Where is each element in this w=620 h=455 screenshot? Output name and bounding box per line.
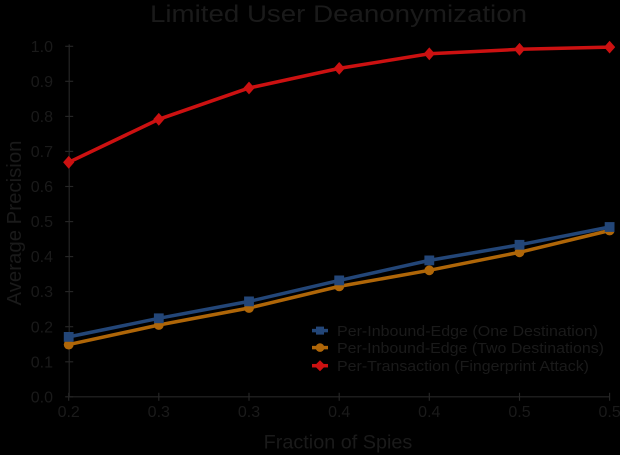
svg-text:1.0: 1.0	[31, 39, 53, 56]
svg-text:0.7: 0.7	[31, 144, 53, 161]
svg-text:0.2: 0.2	[58, 404, 80, 421]
svg-text:Limited User Deanonymization: Limited User Deanonymization	[150, 1, 527, 28]
svg-text:Per-Transaction (Fingerprint A: Per-Transaction (Fingerprint Attack)	[337, 358, 589, 375]
svg-text:0.3: 0.3	[148, 404, 170, 421]
svg-text:0.5: 0.5	[598, 404, 620, 421]
svg-text:0.3: 0.3	[31, 284, 53, 301]
svg-text:0.0: 0.0	[31, 389, 53, 406]
svg-text:0.4: 0.4	[328, 404, 350, 421]
svg-text:Per-Inbound-Edge (Two Destinat: Per-Inbound-Edge (Two Destinations)	[337, 340, 604, 357]
svg-text:Fraction of Spies: Fraction of Spies	[264, 433, 413, 454]
svg-text:0.4: 0.4	[418, 404, 440, 421]
svg-text:Average Precision: Average Precision	[4, 141, 26, 306]
svg-text:0.8: 0.8	[31, 109, 53, 126]
svg-text:0.6: 0.6	[31, 179, 53, 196]
svg-text:0.5: 0.5	[31, 214, 53, 231]
svg-text:Per-Inbound-Edge (One Destinat: Per-Inbound-Edge (One Destination)	[337, 323, 598, 340]
svg-text:0.5: 0.5	[508, 404, 530, 421]
svg-text:0.2: 0.2	[31, 319, 53, 336]
svg-text:0.9: 0.9	[31, 74, 53, 91]
svg-text:0.1: 0.1	[31, 354, 53, 371]
svg-text:0.4: 0.4	[31, 249, 53, 266]
svg-text:0.3: 0.3	[238, 404, 260, 421]
